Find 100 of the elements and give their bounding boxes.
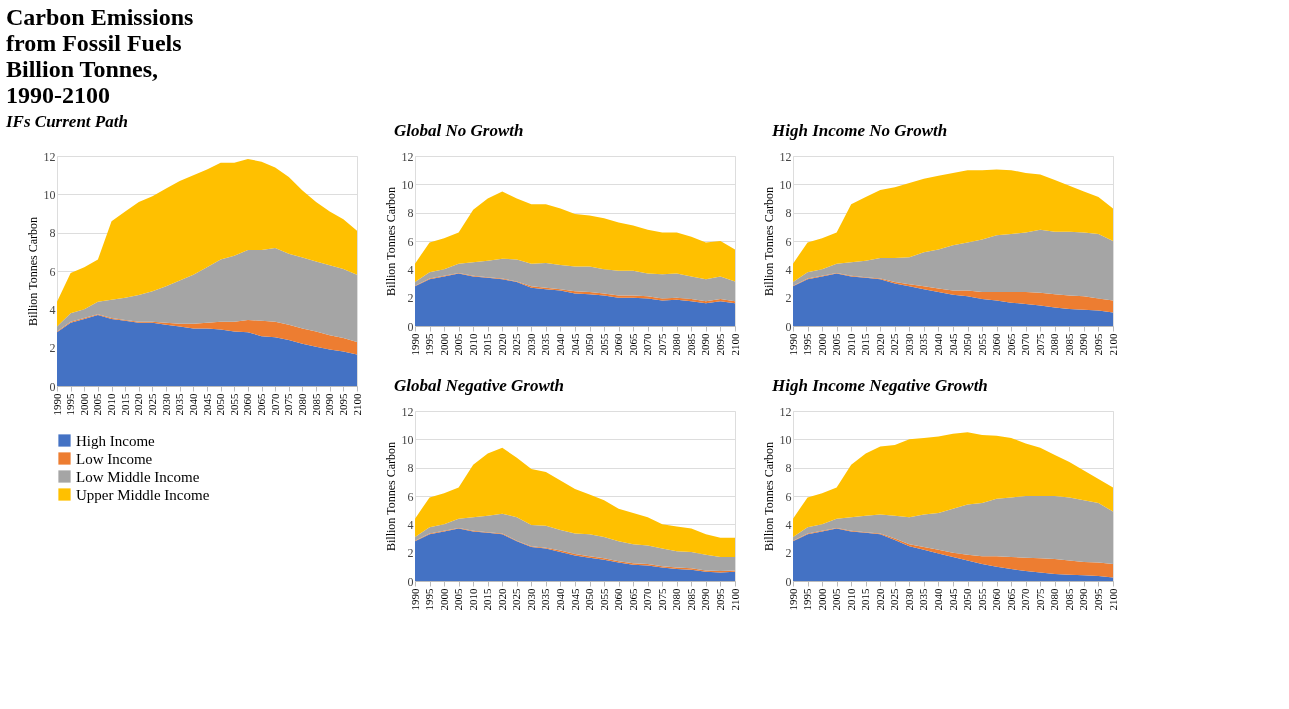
y-tick-label: 6 xyxy=(785,489,792,504)
x-tick-label: 2065 xyxy=(255,393,268,416)
x-tick-label: 2075 xyxy=(655,333,668,356)
y-tick-label: 4 xyxy=(785,262,792,277)
y-tick-label: 12 xyxy=(401,404,414,419)
y-tick-label: 6 xyxy=(785,234,792,249)
x-tick-label: 2010 xyxy=(105,393,118,416)
x-tick-label: 2035 xyxy=(539,333,552,356)
y-tick-label: 2 xyxy=(785,546,792,561)
x-tick-label: 2010 xyxy=(844,333,857,356)
x-tick-label: 2070 xyxy=(1019,588,1032,611)
legend-label: Upper Middle Income xyxy=(76,486,210,503)
x-tick-label: 2000 xyxy=(815,588,828,611)
x-tick-label: 2065 xyxy=(626,333,639,356)
x-tick-label: 2005 xyxy=(452,588,465,611)
x-tick-label: 2045 xyxy=(568,588,581,611)
y-tick-label: 2 xyxy=(407,291,414,306)
x-tick-label: 2080 xyxy=(670,588,683,611)
x-tick-label: 2085 xyxy=(1062,333,1075,356)
x-tick-label: 2020 xyxy=(132,393,145,416)
x-tick-label: 2050 xyxy=(214,393,227,416)
x-tick-label: 2080 xyxy=(670,333,683,356)
chart-title: High Income No Growth xyxy=(771,121,948,140)
x-tick-label: 2035 xyxy=(173,393,186,416)
x-tick-label: 2065 xyxy=(1004,333,1017,356)
x-tick-label: 2015 xyxy=(859,588,872,611)
y-tick-label: 12 xyxy=(779,149,792,164)
x-tick-label: 2080 xyxy=(1048,588,1061,611)
x-tick-label: 2080 xyxy=(295,393,308,416)
x-tick-label: 2055 xyxy=(227,393,240,416)
x-tick-label: 2030 xyxy=(902,588,915,611)
x-tick-label: 2050 xyxy=(961,333,974,356)
x-tick-label: 2045 xyxy=(946,588,959,611)
y-tick-label: 2 xyxy=(407,546,414,561)
x-tick-label: 2100 xyxy=(728,333,741,356)
x-tick-label: 2005 xyxy=(91,393,104,416)
y-tick-label: 12 xyxy=(43,149,56,164)
x-tick-label: 2010 xyxy=(844,588,857,611)
x-tick-label: 2045 xyxy=(568,333,581,356)
x-tick-label: 2055 xyxy=(597,333,610,356)
x-tick-label: 2060 xyxy=(990,588,1003,611)
y-tick-label: 8 xyxy=(785,461,792,476)
y-axis-title: Billion Tonnes Carbon xyxy=(25,217,40,326)
x-tick-label: 2075 xyxy=(1033,333,1046,356)
y-axis-title: Billion Tonnes Carbon xyxy=(383,187,398,296)
y-axis-title: Billion Tonnes Carbon xyxy=(383,442,398,551)
x-tick-label: 2005 xyxy=(452,333,465,356)
chart-title: Global No Growth xyxy=(394,121,524,140)
x-tick-label: 2050 xyxy=(583,588,596,611)
y-tick-label: 0 xyxy=(49,379,56,394)
x-tick-label: 2060 xyxy=(612,588,625,611)
x-tick-label: 2000 xyxy=(77,393,90,416)
x-tick-label: 2065 xyxy=(626,588,639,611)
x-tick-label: 2060 xyxy=(990,333,1003,356)
x-tick-label: 2035 xyxy=(917,333,930,356)
x-tick-label: 2090 xyxy=(699,333,712,356)
x-tick-label: 2055 xyxy=(975,333,988,356)
x-tick-label: 2030 xyxy=(524,333,537,356)
x-tick-label: 1995 xyxy=(423,588,436,611)
x-tick-label: 2040 xyxy=(553,333,566,356)
x-tick-label: 2095 xyxy=(713,588,726,611)
x-tick-label: 2070 xyxy=(268,393,281,416)
x-tick-label: 2030 xyxy=(524,588,537,611)
x-tick-label: 2100 xyxy=(350,393,363,416)
x-tick-label: 2095 xyxy=(336,393,349,416)
x-tick-label: 2025 xyxy=(145,393,158,416)
x-tick-label: 2075 xyxy=(655,588,668,611)
x-tick-label: 2020 xyxy=(495,333,508,356)
x-tick-label: 1990 xyxy=(408,588,421,611)
x-tick-label: 2025 xyxy=(510,333,523,356)
x-tick-label: 1995 xyxy=(801,333,814,356)
y-tick-label: 4 xyxy=(407,517,414,532)
x-tick-label: 2015 xyxy=(481,333,494,356)
chart-title: High Income Negative Growth xyxy=(771,376,988,395)
x-tick-label: 2055 xyxy=(975,588,988,611)
x-tick-label: 2085 xyxy=(684,333,697,356)
x-tick-label: 2015 xyxy=(118,393,131,416)
y-tick-label: 10 xyxy=(43,187,56,202)
chart-title: Carbon Emissions from Fossil Fuels Billion Tonnes, 1990-2100 xyxy=(6,4,194,108)
x-tick-label: 2085 xyxy=(1062,588,1075,611)
x-tick-label: 2025 xyxy=(888,588,901,611)
x-tick-label: 2015 xyxy=(859,333,872,356)
x-tick-label: 2040 xyxy=(186,393,199,416)
y-tick-label: 0 xyxy=(407,574,414,589)
x-tick-label: 2070 xyxy=(1019,333,1032,356)
y-tick-label: 8 xyxy=(785,206,792,221)
x-tick-label: 2070 xyxy=(641,588,654,611)
x-tick-label: 2030 xyxy=(902,333,915,356)
x-tick-label: 2020 xyxy=(495,588,508,611)
x-tick-label: 2005 xyxy=(830,588,843,611)
x-tick-label: 2090 xyxy=(323,393,336,416)
x-tick-label: 2095 xyxy=(713,333,726,356)
x-tick-label: 1995 xyxy=(801,588,814,611)
x-tick-label: 2050 xyxy=(583,333,596,356)
y-tick-label: 0 xyxy=(407,319,414,334)
y-tick-label: 10 xyxy=(401,177,414,192)
x-tick-label: 2055 xyxy=(597,588,610,611)
y-tick-label: 8 xyxy=(49,226,56,241)
y-tick-label: 2 xyxy=(785,291,792,306)
legend-label: Low Income xyxy=(76,450,153,467)
